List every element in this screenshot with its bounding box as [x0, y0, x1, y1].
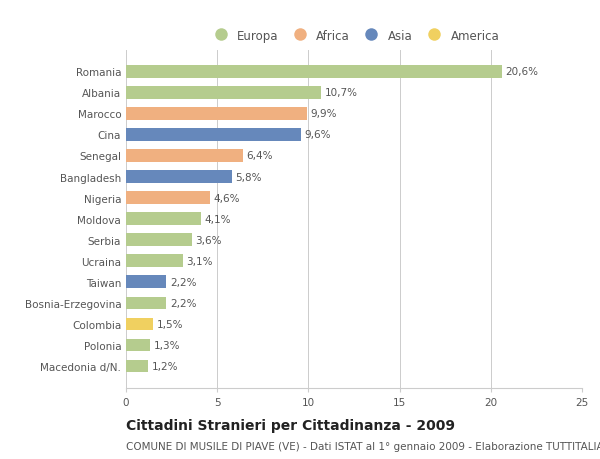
Text: 1,3%: 1,3% — [154, 340, 180, 350]
Bar — [126, 150, 243, 162]
Text: 4,1%: 4,1% — [205, 214, 231, 224]
Text: 1,2%: 1,2% — [152, 361, 178, 371]
Bar — [126, 192, 210, 204]
Text: 20,6%: 20,6% — [505, 67, 538, 77]
Bar — [126, 66, 502, 78]
Bar — [126, 129, 301, 141]
Bar — [126, 108, 307, 120]
Bar — [126, 318, 154, 330]
Bar — [126, 87, 321, 100]
Text: Cittadini Stranieri per Cittadinanza - 2009: Cittadini Stranieri per Cittadinanza - 2… — [126, 418, 455, 431]
Bar — [126, 255, 182, 268]
Text: 9,9%: 9,9% — [310, 109, 337, 119]
Bar — [126, 297, 166, 309]
Bar — [126, 171, 232, 184]
Text: 2,2%: 2,2% — [170, 277, 196, 287]
Bar — [126, 339, 150, 352]
Text: 1,5%: 1,5% — [157, 319, 184, 329]
Legend: Europa, Africa, Asia, America: Europa, Africa, Asia, America — [205, 26, 503, 46]
Text: 3,1%: 3,1% — [186, 256, 212, 266]
Text: 4,6%: 4,6% — [214, 193, 240, 203]
Bar — [126, 234, 191, 246]
Text: 3,6%: 3,6% — [196, 235, 222, 245]
Bar — [126, 360, 148, 373]
Text: 10,7%: 10,7% — [325, 88, 358, 98]
Text: 6,4%: 6,4% — [247, 151, 273, 161]
Bar — [126, 276, 166, 289]
Text: 5,8%: 5,8% — [235, 172, 262, 182]
Text: COMUNE DI MUSILE DI PIAVE (VE) - Dati ISTAT al 1° gennaio 2009 - Elaborazione TU: COMUNE DI MUSILE DI PIAVE (VE) - Dati IS… — [126, 441, 600, 451]
Text: 9,6%: 9,6% — [305, 130, 331, 140]
Bar — [126, 213, 201, 225]
Text: 2,2%: 2,2% — [170, 298, 196, 308]
